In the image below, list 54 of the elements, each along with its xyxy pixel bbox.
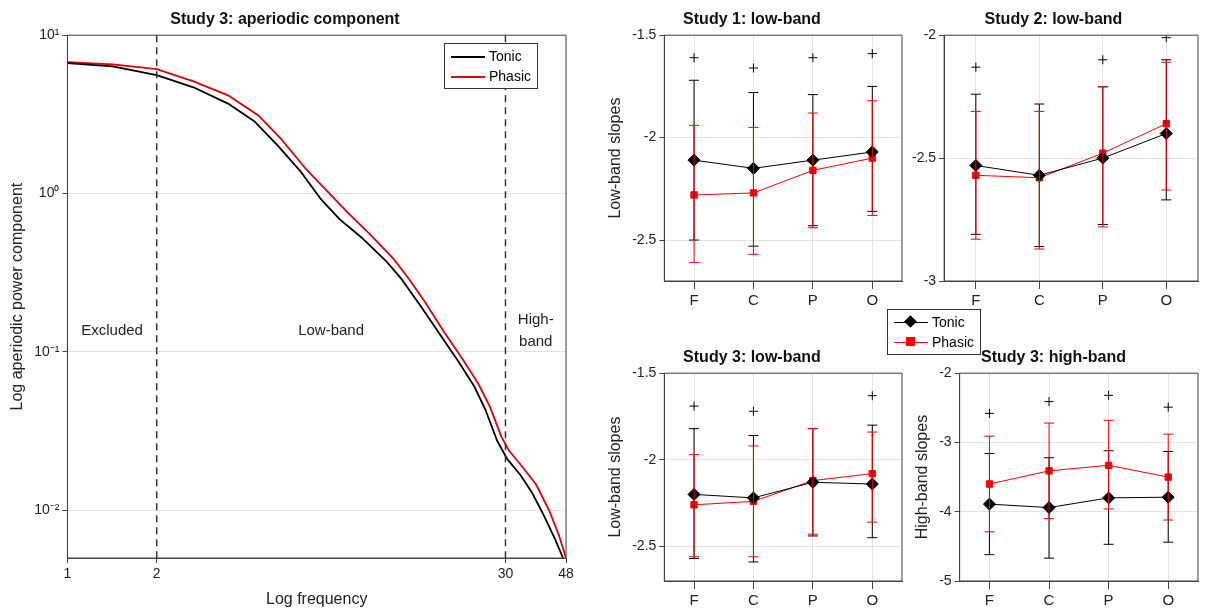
annotation: Low-band [298,320,365,338]
legend-label: Tonic [488,48,522,65]
x-tick-label: 30 [497,565,514,582]
x-tick-label: O [866,291,879,309]
x-tick-label: F [689,591,699,609]
x-tick-label: P [807,291,818,309]
x-tick-label: O [866,591,879,609]
x-tick-label: C [748,591,760,609]
y-tick-label: -2 [643,450,657,467]
y-axis-title: Low-band slopes [606,416,624,538]
legend-label: Tonic [932,314,965,330]
y-tick-label: 10¹ [39,26,60,43]
legend-label: Phasic [488,68,531,85]
x-tick-label: O [1162,591,1175,609]
y-tick-label: -2.5 [632,537,657,554]
y-tick-label: -1.5 [632,364,657,381]
y-tick-label: -3 [939,433,952,450]
x-tick-label: F [971,291,981,309]
y-tick-label: -5 [939,571,952,588]
y-axis-title: High-band slopes [913,414,931,540]
y-axis-title: Low-band slopes [606,97,624,219]
chart-title: Study 3: low-band [683,348,821,366]
legend-label: Phasic [932,334,975,350]
y-tick-label: -2.5 [632,230,657,247]
x-tick-label: C [1043,591,1055,609]
annotation: High- band [517,309,554,349]
y-axis-title: Log aperiodic power component [8,182,26,411]
chart-title: Study 1: low-band [683,10,821,28]
x-tick-label: 48 [558,565,574,582]
x-tick-label: C [1033,291,1045,309]
x-tick-label: P [1103,591,1114,609]
y-tick-label: -4 [939,502,952,519]
y-tick-label: 10⁰ [38,184,60,201]
x-tick-label: 1 [63,565,72,582]
chart-title: Study 2: low-band [984,10,1123,28]
x-tick-label: O [1160,291,1173,309]
y-tick-label: -3 [923,271,937,288]
chart-title: Study 3: aperiodic component [170,10,401,28]
x-tick-label: C [748,291,760,309]
x-tick-label: F [984,591,995,609]
x-tick-label: P [1097,291,1108,309]
y-tick-label: -2 [939,364,952,381]
y-tick-label: -2 [643,128,657,145]
y-tick-label: 10⁻¹ [34,342,60,359]
x-tick-label: 2 [152,565,161,582]
x-axis-title: Log frequency [266,589,368,607]
y-tick-label: -2.5 [912,148,937,165]
x-tick-label: F [689,291,699,309]
y-tick-label: -1.5 [632,26,657,43]
annotation: Excluded [81,320,143,338]
x-tick-label: P [807,591,818,609]
y-tick-label: 10⁻² [34,501,60,518]
y-tick-label: -2 [923,26,937,43]
chart-title: Study 3: high-band [981,348,1126,366]
